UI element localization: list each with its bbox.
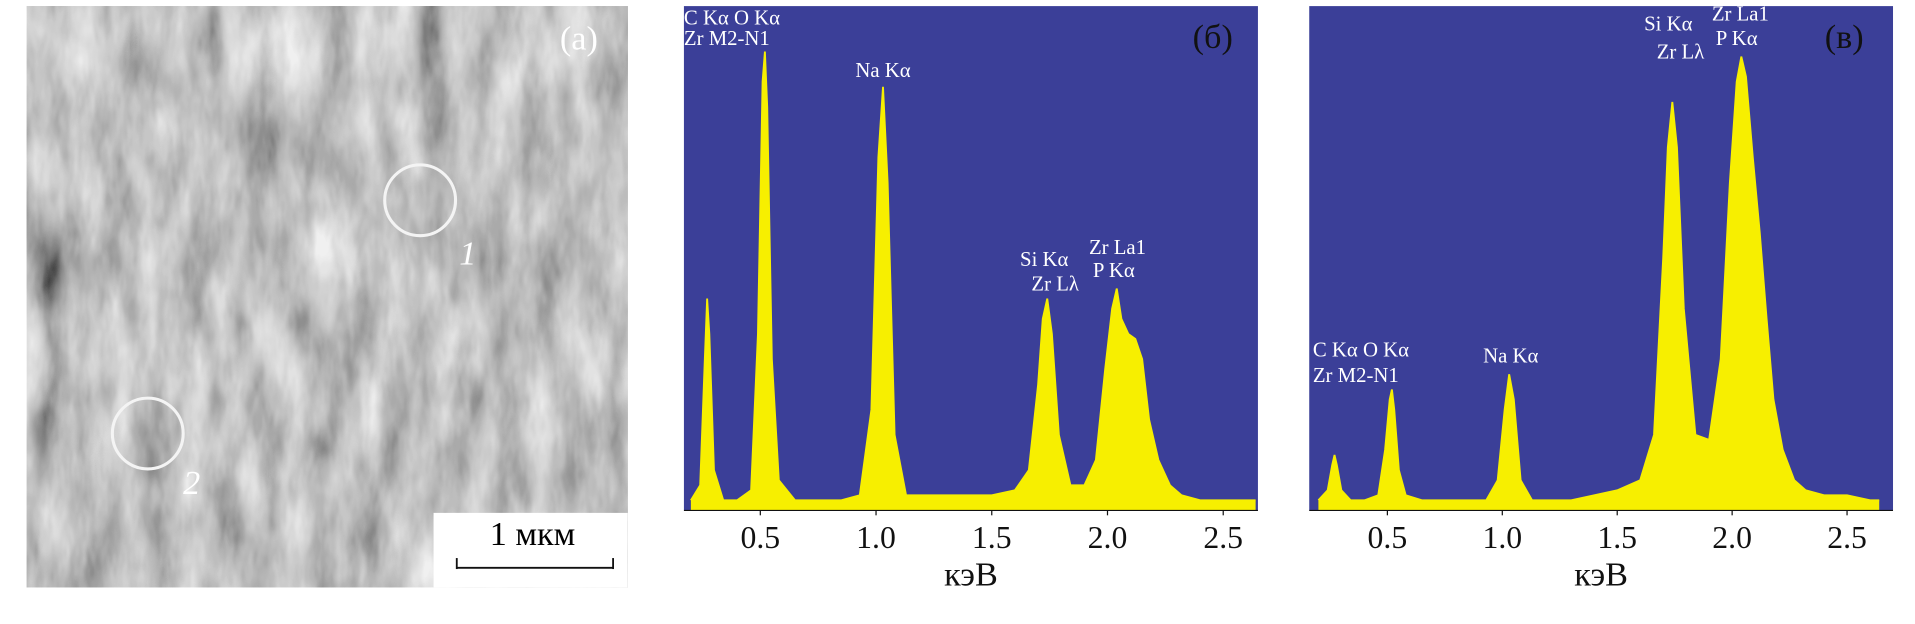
spectrum-fill — [1318, 56, 1880, 511]
peak-annotation: Zr Lλ — [1657, 41, 1705, 63]
peak-annotation: Zr La1 — [1089, 237, 1146, 259]
spectrum-panel: 0.5 1.0 1.5 2.0 2.5 кэВ C Kα O Kα Zr M2-N1 Na Kα… — [1309, 4, 1894, 593]
spectrum-fill — [690, 51, 1256, 511]
plot-background — [1309, 6, 1894, 511]
panel-label: (а) — [560, 20, 598, 57]
panel-label: (б) — [1193, 19, 1233, 56]
peak-annotation: Na Kα — [1483, 346, 1538, 368]
region-circle — [383, 163, 458, 238]
x-tick-label: 2.0 — [1712, 520, 1752, 555]
x-tick-label: 2.5 — [1203, 520, 1243, 555]
x-tick-label: 0.5 — [1368, 520, 1408, 555]
peak-annotation: Zr Lλ — [1031, 274, 1079, 296]
x-axis-label: кэВ — [1574, 556, 1628, 593]
peak-annotation: Zr M2-N1 — [1313, 365, 1399, 387]
x-tick-label: 0.5 — [740, 520, 780, 555]
peak-annotation: P Kα — [1716, 28, 1758, 50]
x-tick-label: 1.0 — [856, 520, 896, 555]
peak-annotation: P Kα — [1093, 260, 1135, 282]
x-tick-label: 2.0 — [1088, 520, 1128, 555]
peak-annotation: C Kα O Kα — [684, 7, 780, 29]
peak-annotation: Zr La1 — [1712, 4, 1769, 26]
scale-bar-label: 1 мкм — [490, 516, 576, 553]
region-label: 1 — [459, 235, 476, 272]
peak-annotation: Zr M2-N1 — [684, 28, 770, 50]
x-tick-label: 1.5 — [1597, 520, 1637, 555]
spectrum-line — [1317, 56, 1880, 502]
x-tick-label: 1.5 — [972, 520, 1012, 555]
sem-panel: 1 мкм 1 2 (а) — [26, 6, 628, 588]
region-circle — [110, 396, 185, 471]
x-axis-label: кэВ — [944, 556, 998, 593]
spectrum-line — [690, 51, 1256, 502]
peak-annotation: Na Kα — [855, 60, 910, 82]
region-label: 2 — [183, 465, 200, 502]
plot-background — [683, 6, 1258, 511]
panel-label: (в) — [1825, 19, 1864, 56]
peak-annotation: Si Kα — [1020, 249, 1068, 271]
scale-bar-box — [433, 512, 628, 588]
peak-annotation: C Kα O Kα — [1313, 339, 1409, 361]
peak-annotation: Si Kα — [1644, 13, 1692, 35]
x-tick-label: 1.0 — [1482, 520, 1522, 555]
x-tick-label: 2.5 — [1827, 520, 1867, 555]
sem-image — [26, 6, 628, 588]
